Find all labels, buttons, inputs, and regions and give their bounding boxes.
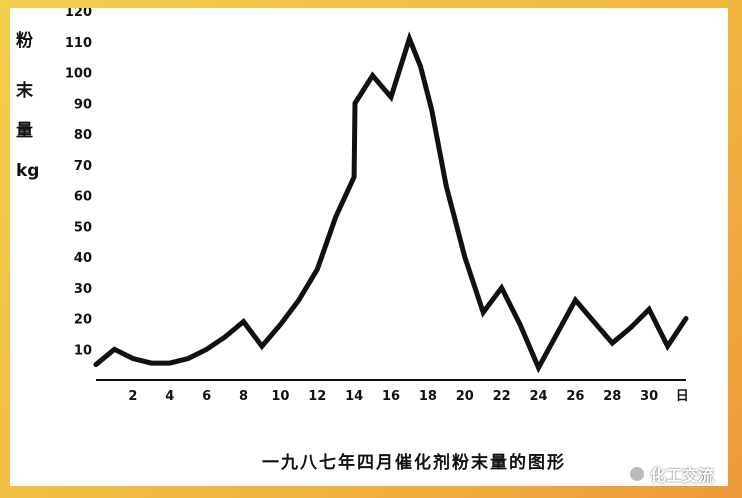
- x-tick-label: 16: [382, 389, 400, 404]
- series-line: [93, 31, 689, 374]
- x-axis-unit: 日: [676, 389, 689, 404]
- x-tick-label: 12: [308, 389, 326, 404]
- watermark-text: 化工交流: [650, 466, 715, 485]
- y-tick-label: 110: [65, 36, 92, 51]
- x-tick-label: 18: [419, 389, 437, 404]
- x-tick-label: 10: [271, 389, 289, 404]
- y-tick-label: 20: [74, 313, 92, 328]
- y-tick-label: 60: [74, 190, 92, 205]
- y-tick-label: 100: [65, 67, 92, 82]
- x-tick-label: 22: [493, 389, 511, 404]
- x-tick-label: 4: [165, 389, 174, 404]
- chart-caption: 一九八七年四月催化剂粉末量的图形: [262, 452, 566, 473]
- x-tick-label: 28: [603, 389, 621, 404]
- y-axis-unit: kg: [16, 161, 39, 181]
- y-axis-label-char: 粉: [16, 30, 33, 51]
- wechat-icon: [628, 465, 646, 483]
- y-tick-label: 10: [74, 343, 92, 358]
- watermark: 化工交流: [628, 462, 714, 486]
- y-axis-label: 粉 末 量 kg: [16, 30, 39, 181]
- x-tick-label: 26: [566, 389, 584, 404]
- y-tick-label: 70: [74, 159, 92, 174]
- y-tick-label: 80: [74, 128, 92, 143]
- y-tick-label: 120: [65, 8, 92, 20]
- x-tick-label: 30: [640, 389, 658, 404]
- y-axis-label-char: 末: [16, 80, 34, 101]
- y-tick-label: 90: [74, 97, 92, 112]
- y-tick-label: 30: [74, 282, 92, 297]
- y-axis-label-char: 量: [16, 120, 33, 141]
- x-tick-label: 6: [202, 389, 211, 404]
- x-tick-label: 2: [128, 389, 137, 404]
- x-tick-label: 8: [239, 389, 248, 404]
- x-tick-label: 24: [529, 389, 547, 404]
- x-tick-label: 14: [345, 389, 363, 404]
- y-tick-label: 40: [74, 251, 92, 266]
- y-tick-label: 50: [74, 220, 92, 235]
- x-tick-label: 20: [456, 389, 474, 404]
